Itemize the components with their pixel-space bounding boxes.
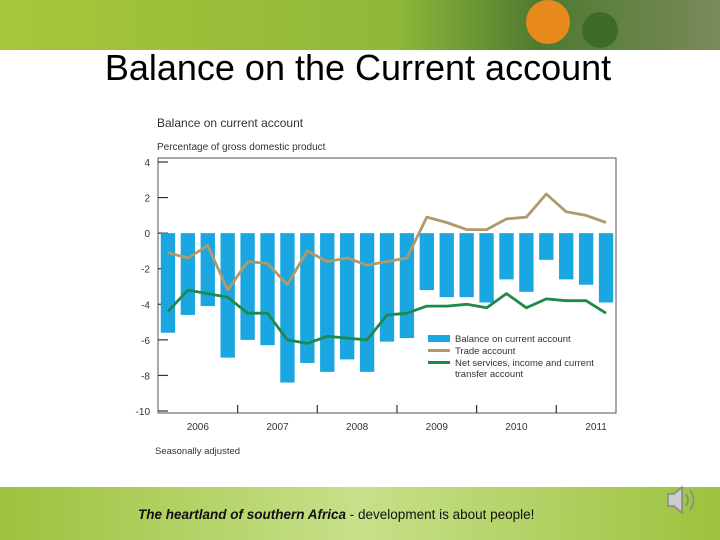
legend-item: Balance on current account xyxy=(428,334,613,345)
legend-key xyxy=(428,349,450,352)
bar xyxy=(240,233,255,340)
bottom-banner xyxy=(0,487,720,540)
speaker-icon xyxy=(667,485,695,515)
y-tick-label: -6 xyxy=(141,336,150,347)
bar xyxy=(180,233,196,315)
footer: The heartland of southern Africa - devel… xyxy=(138,507,534,522)
bar xyxy=(419,233,434,291)
legend-item: Net services, income and current transfe… xyxy=(428,358,613,380)
bar xyxy=(280,233,295,383)
chart-subtitle: Percentage of gross domestic product xyxy=(157,142,326,153)
bar xyxy=(320,233,335,372)
bar xyxy=(459,233,474,298)
legend: Balance on current account Trade account N… xyxy=(428,334,613,381)
legend-label: Net services, income and current transfe… xyxy=(455,358,594,380)
chart-note: Seasonally adjusted xyxy=(155,446,240,457)
bar xyxy=(598,233,614,303)
x-tick-label: 2010 xyxy=(505,422,528,433)
banner-photo xyxy=(526,0,570,44)
x-tick-label: 2007 xyxy=(266,422,289,433)
bar xyxy=(260,233,275,346)
bar xyxy=(439,233,454,298)
line xyxy=(167,192,607,292)
legend-item: Trade account xyxy=(428,346,613,357)
y-tick-label: -4 xyxy=(141,300,150,311)
bar xyxy=(300,233,315,363)
x-tick-label: 2008 xyxy=(346,422,369,433)
y-tick-label: -10 xyxy=(136,407,151,418)
y-tick-label: -8 xyxy=(141,371,150,382)
x-tick-label: 2009 xyxy=(426,422,449,433)
bar xyxy=(340,233,355,360)
bar xyxy=(519,233,534,292)
y-tick-label: -2 xyxy=(141,265,150,276)
bar xyxy=(160,233,176,333)
footer-text: - development is about people! xyxy=(346,507,534,522)
bar xyxy=(499,233,514,280)
bar xyxy=(578,233,594,285)
bar xyxy=(559,233,574,280)
bar xyxy=(479,233,494,303)
legend-label: Trade account xyxy=(455,346,516,357)
chart-title: Balance on current account xyxy=(157,116,304,130)
bar xyxy=(220,233,235,358)
bar xyxy=(539,233,554,260)
x-tick-label: 2011 xyxy=(585,422,607,433)
slide-title: Balance on the Current account xyxy=(105,47,611,88)
legend-key xyxy=(428,361,450,364)
footer-emphasis: The heartland of southern Africa xyxy=(138,507,347,522)
line xyxy=(166,288,607,345)
y-tick-label: 2 xyxy=(144,194,150,205)
legend-label: Balance on current account xyxy=(455,334,571,345)
legend-key xyxy=(428,335,450,342)
banner-photo xyxy=(582,12,618,48)
bar xyxy=(359,233,375,372)
y-tick-label: 0 xyxy=(144,229,150,240)
x-tick-label: 2006 xyxy=(187,422,210,433)
bar xyxy=(379,233,395,342)
y-tick-label: 4 xyxy=(144,158,150,169)
